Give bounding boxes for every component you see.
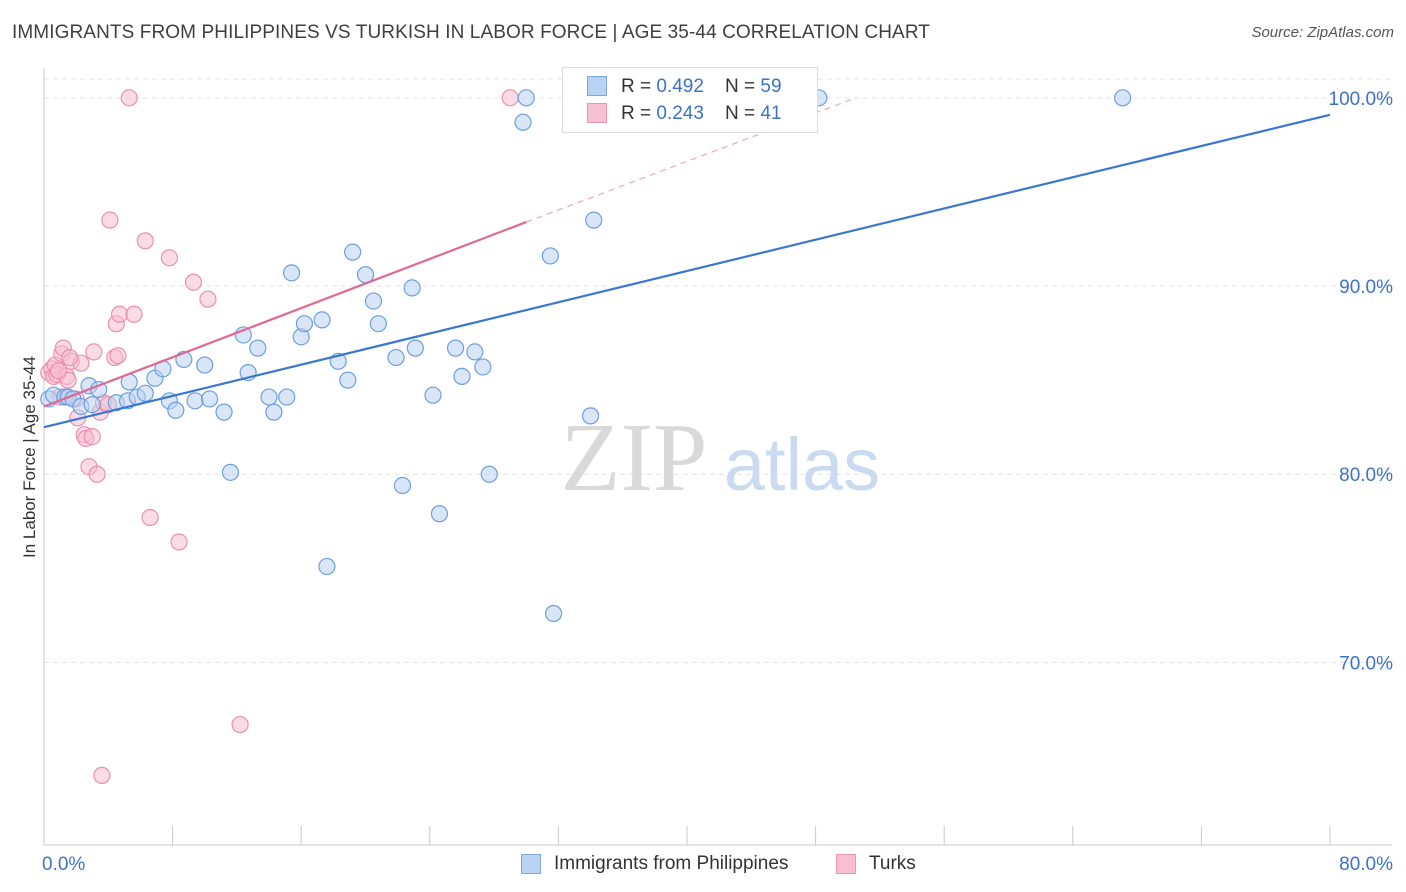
turks-point [136, 232, 154, 250]
axes [43, 68, 1392, 846]
philippines-point [295, 315, 314, 333]
bottom-legend-label-blue: Immigrants from Philippines [554, 853, 789, 874]
turks-point [160, 249, 178, 267]
philippines-point [466, 343, 484, 361]
philippines-point [581, 407, 600, 425]
philippines-point [430, 505, 449, 523]
philippines-point [215, 403, 233, 421]
turks-point [93, 766, 111, 784]
legend-n-label: N = [725, 76, 761, 97]
legend-n-value-pink: 41 [760, 103, 782, 124]
philippines-trend-line [43, 113, 1331, 429]
legend-swatch-pink [587, 103, 607, 123]
philippines-point [453, 367, 471, 385]
legend-swatch-blue [587, 76, 607, 96]
philippines-point [1114, 89, 1132, 107]
turks-point [110, 305, 129, 323]
philippines-point [282, 264, 301, 282]
philippines-point [200, 390, 219, 408]
watermark-atlas: atlas [724, 423, 880, 506]
turks-point [109, 347, 127, 365]
philippines-point [541, 247, 559, 265]
philippines-point [474, 358, 492, 376]
turks-point [141, 508, 159, 527]
philippines-point [369, 315, 387, 333]
philippines-points [40, 89, 1132, 623]
turks-trend-line [43, 221, 527, 408]
philippines-point [585, 211, 603, 229]
philippines-point [406, 339, 424, 357]
philippines-point [260, 388, 278, 406]
y-tick-label: 90.0% [1339, 277, 1393, 298]
bottom-legend-swatch-pink [836, 854, 856, 874]
philippines-point [393, 476, 412, 495]
x-tick-label-min: 0.0% [42, 854, 85, 875]
philippines-point [480, 465, 498, 483]
turks-point [120, 89, 138, 107]
turks-point [170, 533, 188, 551]
philippines-point [249, 339, 267, 357]
x-tick-label-max: 80.0% [1339, 854, 1393, 875]
trend-lines [43, 97, 1331, 429]
y-tick-label: 100.0% [1329, 89, 1394, 110]
philippines-point [446, 339, 465, 357]
turks-point [49, 362, 68, 380]
turks-point [85, 343, 103, 361]
philippines-point [403, 279, 421, 297]
y-tick-label: 80.0% [1339, 465, 1393, 486]
watermark-zip: ZIP [561, 404, 708, 512]
philippines-point [424, 386, 442, 404]
philippines-point [167, 401, 185, 419]
philippines-point [186, 392, 204, 410]
philippines-point [221, 463, 240, 481]
y-tick-label: 70.0% [1339, 653, 1393, 674]
turks-point [184, 273, 203, 291]
turks-point [88, 465, 106, 483]
turks-point [501, 89, 519, 107]
philippines-point [278, 388, 296, 406]
philippines-point [318, 557, 336, 576]
turks-point [101, 211, 119, 229]
turks-point [61, 348, 79, 367]
turks-points [40, 89, 519, 784]
legend-n-label: N = [725, 103, 761, 124]
philippines-point [517, 89, 535, 107]
legend-r-label: R = [621, 76, 657, 97]
philippines-point [544, 604, 563, 623]
philippines-point [313, 311, 331, 329]
philippines-point [344, 243, 362, 261]
turks-point [83, 427, 101, 446]
legend-r-label: R = [621, 103, 657, 124]
watermark: ZIP atlas [561, 404, 881, 512]
philippines-point [514, 113, 532, 131]
turks-trend-extension [526, 97, 856, 223]
philippines-point [387, 348, 405, 367]
philippines-point [196, 356, 214, 374]
philippines-point [265, 403, 283, 421]
turks-point [199, 290, 217, 308]
legend-n-value-blue: 59 [760, 76, 782, 97]
legend-r-value-pink: 0.243 [656, 103, 704, 124]
bottom-legend-label-pink: Turks [869, 853, 916, 874]
philippines-point [136, 384, 154, 402]
philippines-point [364, 292, 383, 310]
turks-point [231, 715, 249, 734]
turks-point [125, 305, 143, 323]
bottom-legend-swatch-blue [521, 854, 541, 874]
legend-r-value-blue: 0.492 [656, 76, 704, 97]
philippines-point [83, 395, 101, 414]
tick-labels: 70.0% 80.0% 90.0% 100.0% 0.0% 80.0% [42, 89, 1393, 875]
philippines-point [339, 371, 357, 389]
correlation-legend: R = 0.492 N = 59 R = 0.243 N = 41 [562, 67, 818, 133]
chart-title: IMMIGRANTS FROM PHILIPPINES VS TURKISH I… [12, 22, 931, 43]
source-credit: Source: ZipAtlas.com [1251, 24, 1394, 41]
